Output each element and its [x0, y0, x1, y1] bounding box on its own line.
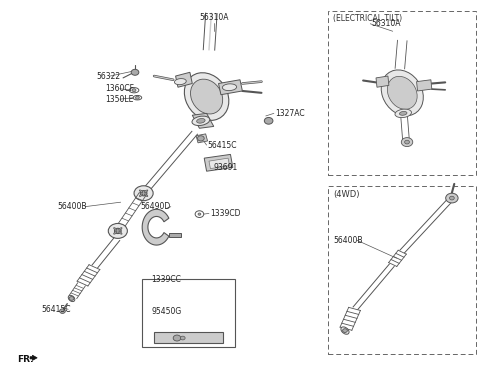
Ellipse shape — [119, 232, 122, 234]
Ellipse shape — [395, 109, 411, 118]
Circle shape — [180, 336, 185, 340]
Text: (4WD): (4WD) — [333, 190, 360, 199]
Circle shape — [134, 186, 153, 201]
Polygon shape — [154, 332, 223, 343]
Polygon shape — [192, 113, 214, 128]
Text: 95450G: 95450G — [151, 308, 181, 317]
Circle shape — [401, 138, 413, 147]
Ellipse shape — [174, 79, 186, 85]
Circle shape — [198, 136, 204, 141]
Polygon shape — [30, 355, 37, 361]
Ellipse shape — [197, 118, 205, 123]
Circle shape — [108, 223, 127, 238]
Polygon shape — [218, 80, 242, 95]
Ellipse shape — [184, 73, 229, 120]
Polygon shape — [204, 155, 233, 171]
Ellipse shape — [139, 190, 143, 193]
Circle shape — [131, 69, 139, 75]
Ellipse shape — [139, 194, 143, 197]
Text: 93691: 93691 — [214, 163, 238, 172]
Ellipse shape — [68, 296, 75, 302]
Text: 56400B: 56400B — [333, 236, 362, 245]
Polygon shape — [417, 80, 432, 91]
Text: (ELECTRICAL TILT): (ELECTRICAL TILT) — [333, 14, 402, 23]
Circle shape — [198, 213, 201, 215]
Polygon shape — [168, 233, 180, 237]
Text: 56415C: 56415C — [207, 141, 237, 150]
Circle shape — [446, 193, 458, 203]
Ellipse shape — [119, 227, 122, 230]
Circle shape — [140, 191, 147, 196]
Text: 56310A: 56310A — [199, 13, 228, 22]
Polygon shape — [142, 209, 169, 245]
Circle shape — [173, 335, 181, 341]
Circle shape — [69, 297, 74, 300]
Text: 56310A: 56310A — [371, 19, 401, 28]
Ellipse shape — [144, 190, 148, 193]
Text: 1350LE: 1350LE — [106, 95, 134, 104]
Ellipse shape — [381, 70, 423, 116]
Circle shape — [449, 196, 454, 200]
Text: 1360CF: 1360CF — [106, 84, 134, 93]
Circle shape — [343, 329, 348, 332]
Polygon shape — [376, 76, 389, 87]
Polygon shape — [209, 158, 229, 168]
Circle shape — [264, 117, 273, 124]
Text: 1327AC: 1327AC — [275, 109, 304, 118]
Polygon shape — [196, 134, 207, 143]
Text: 56415C: 56415C — [41, 305, 71, 314]
Ellipse shape — [192, 116, 210, 126]
Ellipse shape — [191, 79, 223, 114]
Ellipse shape — [341, 327, 349, 334]
Circle shape — [405, 140, 409, 144]
Ellipse shape — [144, 194, 148, 197]
Text: 56322: 56322 — [96, 71, 120, 80]
Ellipse shape — [114, 227, 117, 230]
Text: 56490D: 56490D — [141, 202, 171, 211]
Ellipse shape — [222, 84, 237, 91]
Text: 56400B: 56400B — [58, 202, 87, 211]
Circle shape — [135, 96, 139, 99]
Circle shape — [60, 309, 65, 314]
Text: 1339CC: 1339CC — [152, 275, 181, 284]
Ellipse shape — [114, 232, 117, 234]
Circle shape — [115, 228, 121, 233]
Text: FR.: FR. — [17, 355, 33, 364]
Polygon shape — [176, 72, 192, 87]
Ellipse shape — [387, 76, 417, 109]
Ellipse shape — [399, 111, 407, 115]
Circle shape — [132, 89, 136, 92]
Text: 1339CD: 1339CD — [210, 209, 240, 218]
